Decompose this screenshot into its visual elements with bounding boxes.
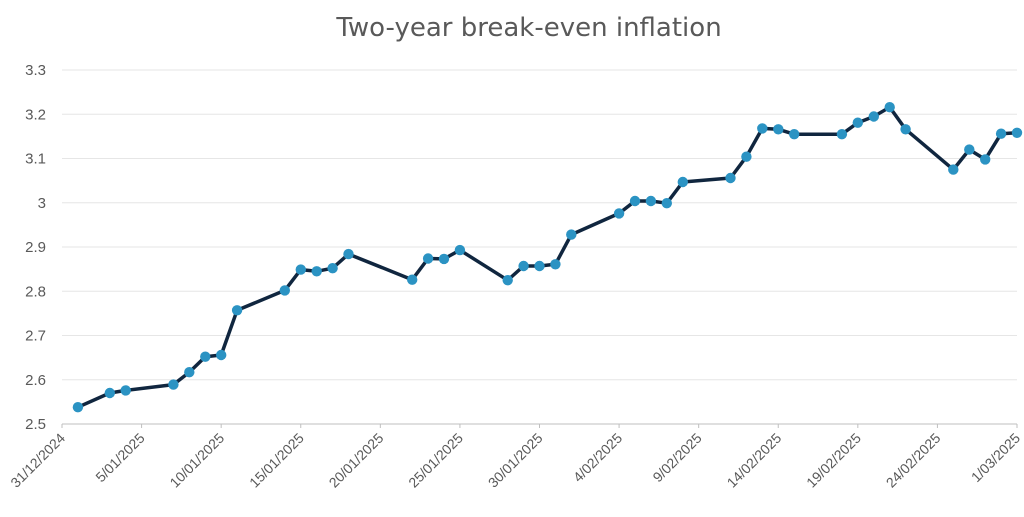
data-point — [948, 164, 959, 175]
data-point — [980, 154, 991, 165]
y-tick-label: 3.1 — [25, 151, 46, 168]
x-tick-label: 1/03/2025 — [968, 430, 1024, 486]
data-point — [773, 124, 784, 135]
data-point — [725, 172, 736, 184]
data-point — [613, 208, 625, 219]
data-point — [661, 198, 672, 209]
data-point — [200, 351, 211, 362]
x-tick-label: 24/02/2025 — [883, 430, 944, 491]
series-line — [76, 105, 1019, 409]
x-tick-label: 9/02/2025 — [649, 430, 705, 486]
data-point — [534, 260, 545, 272]
data-point — [645, 195, 657, 207]
data-point — [104, 387, 116, 399]
gridlines — [62, 69, 1017, 425]
data-point — [454, 244, 466, 256]
y-axis-tick-labels: 2.5 2.6 2.7 2.8 2.9 3 3.1 3.2 3.3 — [25, 62, 46, 433]
y-tick-label: 2.5 — [25, 416, 46, 433]
y-tick-label: 3.2 — [25, 106, 46, 123]
x-tick-label: 20/01/2025 — [326, 430, 387, 491]
x-tick-label: 5/01/2025 — [92, 430, 148, 486]
y-tick-label: 3 — [38, 195, 46, 212]
data-point — [422, 253, 434, 264]
data-point — [502, 275, 513, 286]
x-tick-label: 15/01/2025 — [246, 430, 307, 491]
chart-title: Two-year break-even inflation — [335, 13, 721, 43]
data-point — [566, 229, 577, 240]
y-tick-label: 2.9 — [25, 239, 46, 256]
data-point — [677, 176, 688, 188]
series-group — [72, 102, 1023, 413]
data-point — [964, 144, 975, 155]
y-tick-label: 2.8 — [25, 283, 46, 300]
data-point — [311, 266, 322, 277]
x-tick-label: 31/12/2024 — [7, 430, 68, 491]
data-point — [184, 367, 195, 378]
y-tick-label: 3.3 — [25, 62, 46, 79]
data-point — [518, 260, 529, 272]
x-tick-label: 19/02/2025 — [803, 430, 864, 491]
data-point — [884, 102, 895, 113]
data-point — [1011, 127, 1023, 138]
data-point — [407, 274, 418, 285]
data-point — [327, 263, 338, 274]
x-tick-label: 10/01/2025 — [166, 430, 227, 491]
data-point — [72, 402, 84, 413]
data-point — [279, 285, 290, 296]
data-point — [231, 305, 243, 316]
data-point — [438, 253, 450, 265]
data-point — [216, 349, 227, 361]
data-point — [295, 264, 306, 275]
x-axis-tick-labels: 31/12/2024 5/01/2025 10/01/2025 15/01/2025 2… — [7, 424, 1023, 491]
data-point — [629, 195, 641, 207]
x-tick-label: 25/01/2025 — [405, 430, 466, 491]
x-tick-label: 4/02/2025 — [570, 430, 626, 486]
y-tick-label: 2.7 — [25, 328, 46, 345]
data-point — [868, 111, 879, 122]
x-tick-label: 30/01/2025 — [485, 430, 546, 491]
data-point — [741, 151, 752, 162]
data-point — [900, 124, 911, 135]
data-point — [343, 248, 354, 260]
data-point — [120, 385, 131, 396]
data-point — [550, 259, 561, 270]
data-point — [836, 129, 848, 140]
y-tick-label: 2.6 — [25, 372, 46, 389]
data-point — [168, 379, 179, 390]
data-point — [995, 128, 1007, 139]
data-point — [757, 123, 768, 134]
x-tick-label: 14/02/2025 — [724, 430, 785, 491]
data-point — [789, 129, 800, 140]
data-point — [852, 117, 863, 128]
